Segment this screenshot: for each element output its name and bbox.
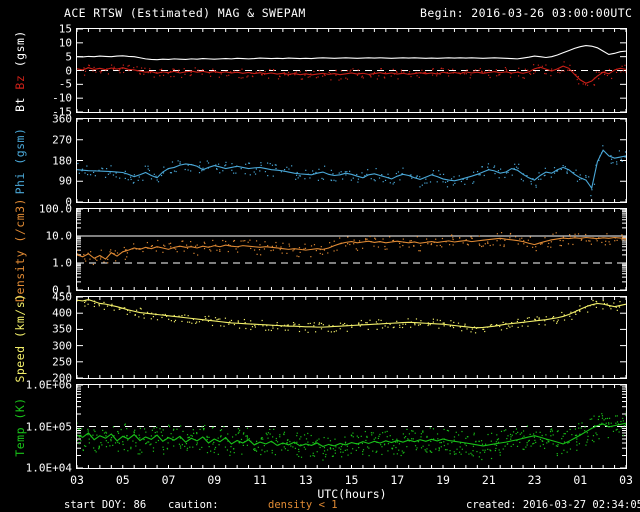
series-points-speed: [77, 299, 621, 334]
series-line-temp: [77, 422, 626, 448]
footer-start-doy: start DOY: 86: [64, 499, 147, 511]
y-axis-title-segment: Bt: [13, 89, 27, 112]
series-line-phi: [77, 149, 626, 190]
x-tick-label: 07: [161, 473, 176, 487]
y-axis-title-temp: Temp (K): [13, 396, 27, 457]
tick-marks: [77, 385, 626, 468]
y-tick-label: 0: [65, 64, 72, 77]
x-tick-label: 13: [298, 473, 313, 487]
series-line-bt: [77, 45, 626, 61]
y-tick-label: 1.0E+06: [25, 378, 72, 392]
y-axis-title-bt-bz: Bt Bz (gsm): [13, 30, 27, 112]
y-tick-label: 10.0: [45, 229, 73, 243]
chart-header: ACE RTSW (Estimated) MAG & SWEPAM Begin:…: [0, 6, 640, 22]
y-tick-label: -15: [52, 105, 72, 119]
y-tick-label: 400: [52, 306, 72, 320]
y-tick-label: 180: [52, 154, 72, 167]
x-tick-label: 23: [527, 473, 542, 487]
y-axis-title-phi: Phi (gsm): [13, 127, 27, 194]
x-tick-label: 21: [481, 473, 496, 487]
x-tick-label: 17: [390, 473, 405, 487]
series-points-phi: [77, 145, 626, 197]
tick-marks: [77, 209, 626, 290]
x-tick-label: 11: [253, 473, 267, 487]
x-tick-label: 03: [619, 473, 633, 487]
x-tick-label: 15: [344, 473, 359, 487]
y-tick-label: 90: [58, 174, 72, 188]
plot-panel-density: [76, 208, 627, 291]
series-line-density: [77, 236, 626, 260]
y-axis-title-density: Density (/cm3): [13, 197, 27, 302]
tick-marks: [77, 29, 626, 112]
page-title: ACE RTSW (Estimated) MAG & SWEPAM: [64, 6, 306, 20]
y-tick-label: 0: [65, 195, 72, 209]
x-tick-label: 03: [70, 473, 84, 487]
footer-created: created: 2016-03-27 02:34:05UTC: [466, 499, 640, 511]
x-axis-label: UTC(hours): [317, 487, 387, 501]
plot-panel-temp: [76, 384, 627, 469]
y-axis-title-segment: (gsm): [13, 29, 27, 75]
y-tick-label: 270: [52, 133, 72, 147]
y-tick-label: 350: [52, 322, 72, 336]
y-tick-label: 450: [52, 290, 72, 304]
series-line-bz: [77, 65, 626, 84]
y-tick-label: 10: [58, 36, 72, 50]
series-line-speed: [77, 299, 626, 329]
x-tick-label: 01: [573, 473, 588, 487]
y-tick-label: 1.0E+04: [25, 461, 72, 475]
y-tick-label: 300: [52, 339, 72, 353]
footer-caution-flag: density < 1: [268, 499, 338, 511]
tick-marks: [77, 297, 626, 378]
footer-caution-label: caution:: [168, 499, 219, 511]
plot-panel-speed: [76, 296, 627, 379]
y-tick-label: -10: [52, 91, 72, 105]
y-tick-label: 100.0: [38, 202, 72, 216]
begin-time-label: Begin: 2016-03-26 03:00:00UTC: [420, 6, 633, 20]
y-tick-label: 1.0E+05: [25, 420, 72, 433]
tick-marks: [77, 119, 626, 202]
y-axis-title-speed: Speed (km/s): [13, 292, 27, 383]
y-tick-label: 360: [52, 112, 72, 126]
x-tick-label: 19: [436, 473, 450, 487]
series-points-bz: [77, 61, 626, 86]
y-tick-label: 250: [52, 355, 72, 369]
y-axis-title-segment: Bz: [13, 74, 27, 90]
series-points-density: [77, 232, 626, 266]
plot-panel-phi: [76, 118, 627, 203]
y-tick-label: 5: [65, 50, 72, 64]
y-tick-label: 200: [52, 371, 72, 385]
x-tick-label: 05: [115, 473, 130, 487]
y-tick-label: 15: [58, 22, 72, 36]
series-points-temp: [77, 411, 626, 461]
y-tick-label: -5: [58, 77, 72, 91]
y-tick-label: 0.1: [52, 283, 72, 297]
x-tick-label: 09: [207, 473, 222, 487]
y-tick-label: 1.0: [52, 256, 72, 270]
plot-panel-bt-bz: [76, 28, 627, 113]
